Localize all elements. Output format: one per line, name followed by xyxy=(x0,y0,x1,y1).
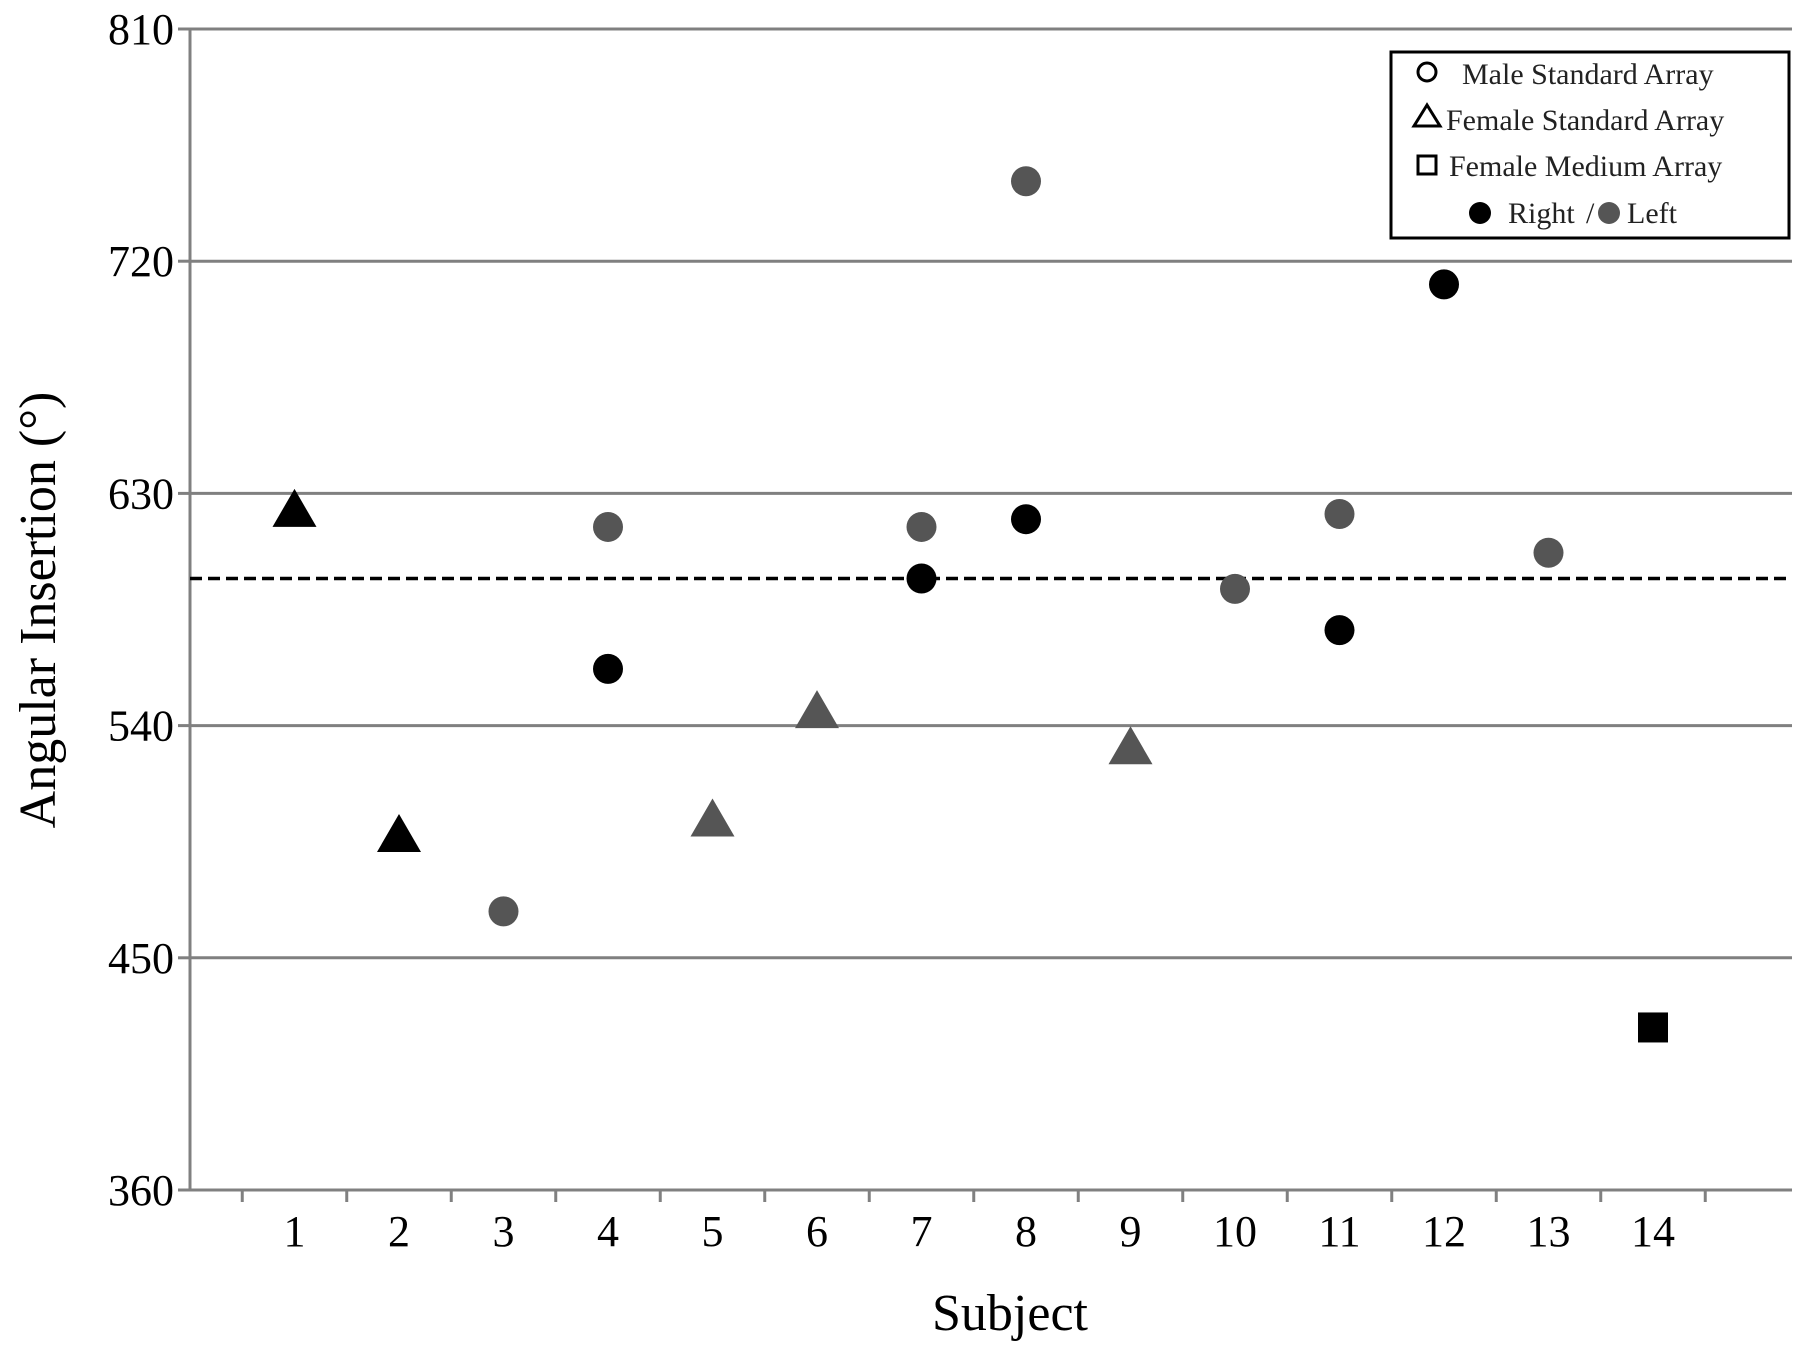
x-tick-label: 6 xyxy=(806,1207,828,1256)
legend-circle-icon xyxy=(1416,61,1438,83)
y-tick-label: 720 xyxy=(108,237,174,286)
y-tick-label: 450 xyxy=(108,934,174,983)
legend-label-left: Left xyxy=(1627,197,1678,230)
point-subject-7-left xyxy=(906,511,937,542)
x-tick-label: 11 xyxy=(1318,1207,1360,1256)
point-subject-10-left xyxy=(1220,573,1250,604)
legend-separator: / xyxy=(1586,197,1595,230)
point-subject-12-right xyxy=(1429,269,1459,300)
legend-box xyxy=(1389,50,1791,240)
legend-left-dot-icon xyxy=(1598,202,1620,224)
legend-label-female-standard: Female Standard Array xyxy=(1446,104,1724,137)
x-tick-label: 3 xyxy=(493,1207,515,1256)
x-tick-label: 14 xyxy=(1631,1207,1675,1256)
x-tick-label: 2 xyxy=(388,1207,410,1256)
legend: Male Standard Array Female Standard Arra… xyxy=(1389,50,1791,240)
point-subject-8-right xyxy=(1011,504,1041,535)
legend-square-icon xyxy=(1416,154,1438,176)
x-tick-label: 5 xyxy=(702,1207,724,1256)
legend-triangle-icon xyxy=(1411,102,1443,128)
legend-label-female-medium: Female Medium Array xyxy=(1449,150,1722,183)
legend-right-dot-icon xyxy=(1469,202,1491,224)
point-subject-2-right xyxy=(377,813,421,852)
point-subject-1-right xyxy=(272,488,317,527)
point-subject-3-left xyxy=(488,896,519,927)
point-subject-8-left xyxy=(1011,166,1041,197)
x-tick-label: 8 xyxy=(1015,1207,1037,1256)
y-tick-label: 810 xyxy=(108,5,174,54)
x-axis-title: Subject xyxy=(932,1285,1089,1342)
point-subject-4-right xyxy=(593,653,623,684)
y-axis-title: Angular Insertion (°) xyxy=(10,392,67,829)
y-tick-label: 630 xyxy=(108,469,174,518)
point-subject-11-right xyxy=(1324,615,1355,646)
point-subject-11-left xyxy=(1324,499,1355,530)
x-tick-label: 10 xyxy=(1213,1207,1257,1256)
point-subject-4-left xyxy=(593,511,623,542)
x-tick-label: 4 xyxy=(597,1207,619,1256)
point-subject-9-left xyxy=(1108,726,1153,765)
axes xyxy=(188,29,1792,1192)
grid-lines xyxy=(178,27,1792,1202)
data-points xyxy=(272,166,1668,1043)
y-tick-label: 540 xyxy=(108,702,174,751)
point-subject-6-left xyxy=(795,690,839,729)
point-subject-14-right xyxy=(1638,1012,1668,1043)
legend-label-right: Right xyxy=(1508,197,1575,230)
x-tick-label: 12 xyxy=(1422,1207,1466,1256)
y-tick-label: 360 xyxy=(108,1166,174,1215)
x-tick-label: 1 xyxy=(284,1207,306,1256)
point-subject-5-left xyxy=(690,798,735,837)
x-tick-label: 13 xyxy=(1527,1207,1571,1256)
legend-label-male-standard: Male Standard Array xyxy=(1462,58,1714,91)
point-subject-7-right xyxy=(906,563,937,594)
point-subject-13-left xyxy=(1533,537,1564,568)
x-tick-label: 7 xyxy=(911,1207,933,1256)
x-tick-label: 9 xyxy=(1120,1207,1142,1256)
